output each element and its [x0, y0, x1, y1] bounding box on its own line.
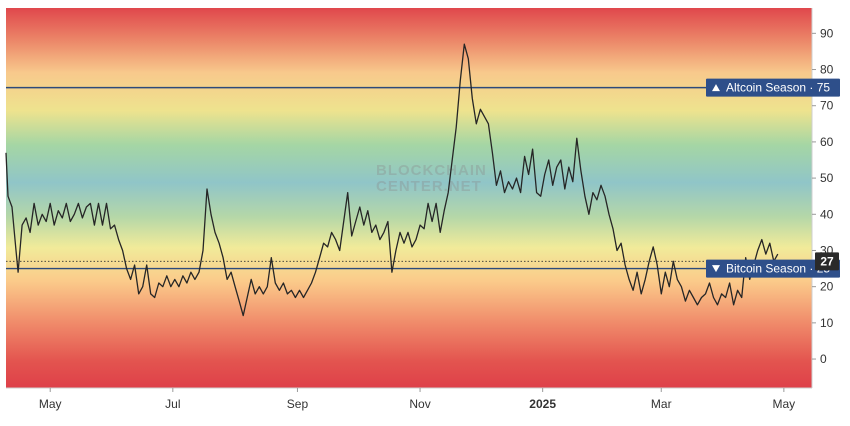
x-tick-label: 2025	[529, 397, 556, 411]
current-value-tag	[815, 252, 839, 271]
x-axis: May Jul Sep Nov 2025 Mar May	[39, 388, 795, 411]
x-tick-label: May	[773, 397, 796, 411]
current-value-label: 27	[820, 254, 834, 268]
x-tick-label: Sep	[287, 397, 309, 411]
down-triangle-icon	[712, 265, 720, 273]
x-tick-label: May	[39, 397, 62, 411]
y-tick-label: 10	[820, 316, 834, 330]
x-tick-label: Nov	[409, 397, 430, 411]
reference-flag	[706, 259, 840, 278]
up-triangle-icon	[712, 84, 720, 92]
y-tick-label: 70	[820, 99, 834, 113]
chart-background	[6, 8, 812, 388]
y-tick-label: 90	[820, 26, 834, 40]
y-tick-label: 0	[820, 352, 827, 366]
y-tick-label: 40	[820, 207, 834, 221]
x-tick-label: Jul	[165, 397, 180, 411]
y-tick-label: 50	[820, 171, 834, 185]
y-tick-label: 20	[820, 280, 834, 294]
reference-flag-label: Altcoin Season · 75	[726, 81, 830, 95]
y-tick-label: 80	[820, 63, 834, 77]
reference-flag-label: Bitcoin Season · 25	[726, 262, 830, 276]
reference-flag	[706, 78, 840, 97]
watermark: BLOCKCHAIN CENTER.NET	[376, 162, 487, 195]
watermark-line-1: BLOCKCHAIN	[376, 162, 487, 179]
x-tick-label: Mar	[651, 397, 672, 411]
series-line	[5, 43, 779, 317]
watermark-line-2: CENTER.NET	[376, 178, 482, 195]
series-group	[5, 43, 779, 317]
reference-lines	[6, 86, 812, 270]
y-tick-label: 60	[820, 135, 834, 149]
